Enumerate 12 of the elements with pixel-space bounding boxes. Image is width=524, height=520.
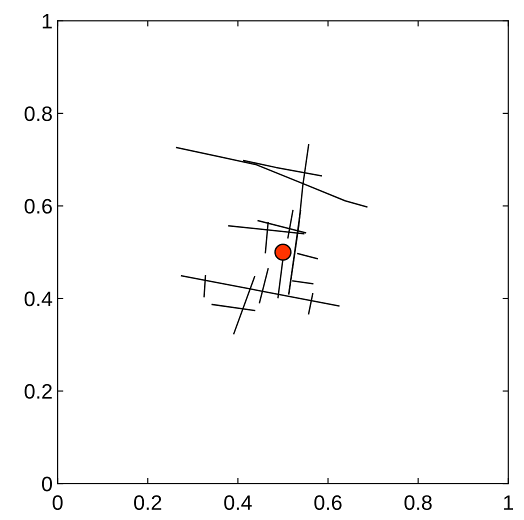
y-tick-label: 0.8 bbox=[24, 106, 52, 122]
x-tick-label: 0.6 bbox=[314, 495, 342, 510]
y-tick-label: 0.4 bbox=[24, 291, 52, 306]
y-tick-label: 0.6 bbox=[24, 198, 52, 214]
x-tick-label: 0.8 bbox=[404, 495, 432, 510]
x-tick-label: 1 bbox=[504, 495, 514, 510]
x-tick-label: 0.4 bbox=[224, 495, 252, 510]
y-tick-label: 0 bbox=[42, 476, 52, 492]
y-tick-label: 0.2 bbox=[24, 384, 52, 399]
y-tick-label: 1 bbox=[42, 14, 52, 28]
x-tick-label: 0.2 bbox=[134, 495, 162, 510]
x-tick-label: 0 bbox=[52, 495, 63, 510]
